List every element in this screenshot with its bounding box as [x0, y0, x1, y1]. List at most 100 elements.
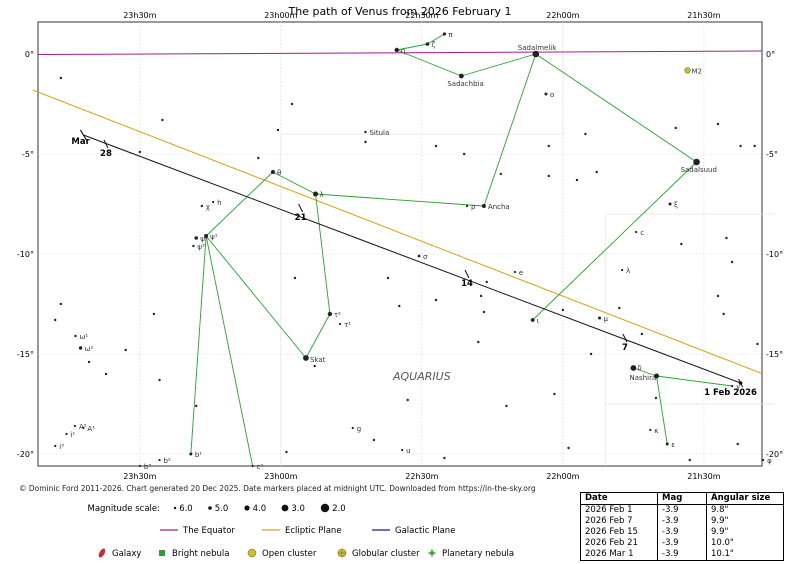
legend-object-label: Bright nebula — [172, 549, 229, 559]
star- — [630, 365, 637, 371]
legend-object-label: Galaxy — [112, 549, 141, 559]
star-skat — [303, 355, 309, 361]
magnitude-scale-value: 4.0 — [253, 504, 267, 514]
background-star — [104, 372, 108, 376]
venus-date-tick — [103, 139, 109, 149]
background-star — [680, 242, 683, 246]
table-cell-size: 10.0" — [711, 538, 734, 548]
star-label: φ — [767, 457, 772, 465]
constellation-line — [427, 33, 445, 45]
legend-line-label: The Equator — [182, 526, 235, 536]
magnitude-scale-dot — [208, 506, 212, 510]
plot-frame — [37, 21, 763, 467]
star-label: κ — [654, 427, 658, 435]
star- — [425, 42, 430, 46]
star-label: λ — [320, 191, 324, 199]
background-star — [547, 174, 550, 178]
constellation-line — [532, 161, 697, 321]
table-cell-mag: -3.9 — [657, 527, 707, 538]
star-sadalsuud — [693, 158, 700, 166]
venus-date-table: Date Mag Angular size 2026 Feb 1 -3.9 9.8"… — [580, 492, 784, 561]
background-star — [161, 118, 164, 122]
table-cell-date: 2026 Mar 1 — [580, 549, 658, 561]
background-star — [479, 294, 483, 298]
star-label: A² — [79, 423, 87, 431]
star- — [200, 204, 204, 208]
ra-tick-label-top: 22h00m — [546, 11, 579, 20]
star- — [621, 268, 624, 272]
constellation-line — [315, 193, 331, 315]
background-star — [477, 340, 480, 344]
ra-tick-label-top: 23h30m — [123, 11, 156, 20]
star-b — [138, 464, 141, 468]
background-star — [434, 144, 438, 148]
table-cell-size: 9.9" — [711, 516, 729, 526]
ra-tick-label-top: 22h30m — [405, 11, 438, 20]
magnitude-scale-dot — [173, 506, 177, 510]
magnitude-scale-dot — [320, 503, 330, 513]
table-cell-date: 2026 Feb 21 — [580, 538, 658, 549]
background-star — [482, 310, 486, 314]
legend-line-label: Galactic Plane — [395, 526, 455, 536]
star-m2 — [684, 67, 691, 74]
background-star — [584, 132, 587, 136]
venus-date-label: 28 — [100, 149, 112, 159]
legend-object-label: Open cluster — [262, 549, 317, 559]
star- — [313, 191, 319, 197]
constellation-line — [656, 375, 733, 387]
star-sadalmelik — [532, 50, 540, 58]
background-star — [553, 392, 556, 396]
dec-tick-label-left: 0° — [25, 50, 34, 59]
background-star — [547, 144, 550, 148]
dec-tick-label-right: -10° — [766, 250, 783, 259]
star- — [204, 234, 209, 238]
background-star — [618, 306, 621, 310]
star-label: ι — [537, 317, 540, 325]
background-star — [756, 342, 759, 346]
star-label: i¹ — [70, 431, 75, 439]
constellation-line — [205, 171, 274, 237]
background-star — [313, 364, 316, 368]
star- — [731, 384, 734, 388]
star-i — [65, 432, 68, 436]
background-star — [406, 398, 409, 402]
background-star — [462, 152, 466, 156]
table-cell-mag: -3.9 — [657, 549, 707, 561]
star-label: ψ² — [200, 235, 208, 243]
star-g — [351, 426, 354, 430]
star-h — [212, 200, 215, 204]
star-label: τ² — [334, 311, 341, 319]
background-star — [59, 76, 63, 80]
equator-line — [37, 50, 763, 55]
star-label: ζ — [431, 41, 435, 49]
magnitude-scale-dot — [244, 505, 250, 511]
background-star — [59, 302, 63, 306]
ra-tick-label-bottom: 23h30m — [123, 472, 156, 481]
venus-date-label: 7 — [622, 343, 628, 353]
dec-tick-label-left: -5° — [22, 150, 34, 159]
background-star — [124, 348, 127, 352]
star-label: λ — [626, 267, 630, 275]
background-star — [364, 140, 367, 144]
background-star — [505, 404, 508, 408]
star-label: h — [217, 199, 221, 207]
star-c — [635, 230, 638, 234]
background-star — [499, 172, 503, 176]
table-row: 2026 Feb 21 -3.9 10.0" — [580, 538, 784, 549]
legend-object-label: Globular cluster — [352, 549, 420, 559]
star-label: b³ — [144, 463, 151, 471]
background-star — [257, 156, 260, 160]
constellation-line — [633, 367, 657, 377]
star-situla — [364, 130, 367, 134]
table-cell-mag: -3.9 — [657, 538, 707, 549]
star-label: Situla — [369, 129, 389, 137]
star-label: Sadachbia — [447, 80, 483, 88]
star-label: b¹ — [195, 451, 202, 459]
ra-tick-label-top: 23h00m — [264, 11, 297, 20]
venus-date-tick — [464, 269, 470, 279]
star-label: γ — [736, 383, 740, 391]
background-star — [276, 128, 280, 132]
background-star — [736, 442, 739, 446]
star- — [544, 92, 548, 96]
star-b — [189, 452, 193, 456]
